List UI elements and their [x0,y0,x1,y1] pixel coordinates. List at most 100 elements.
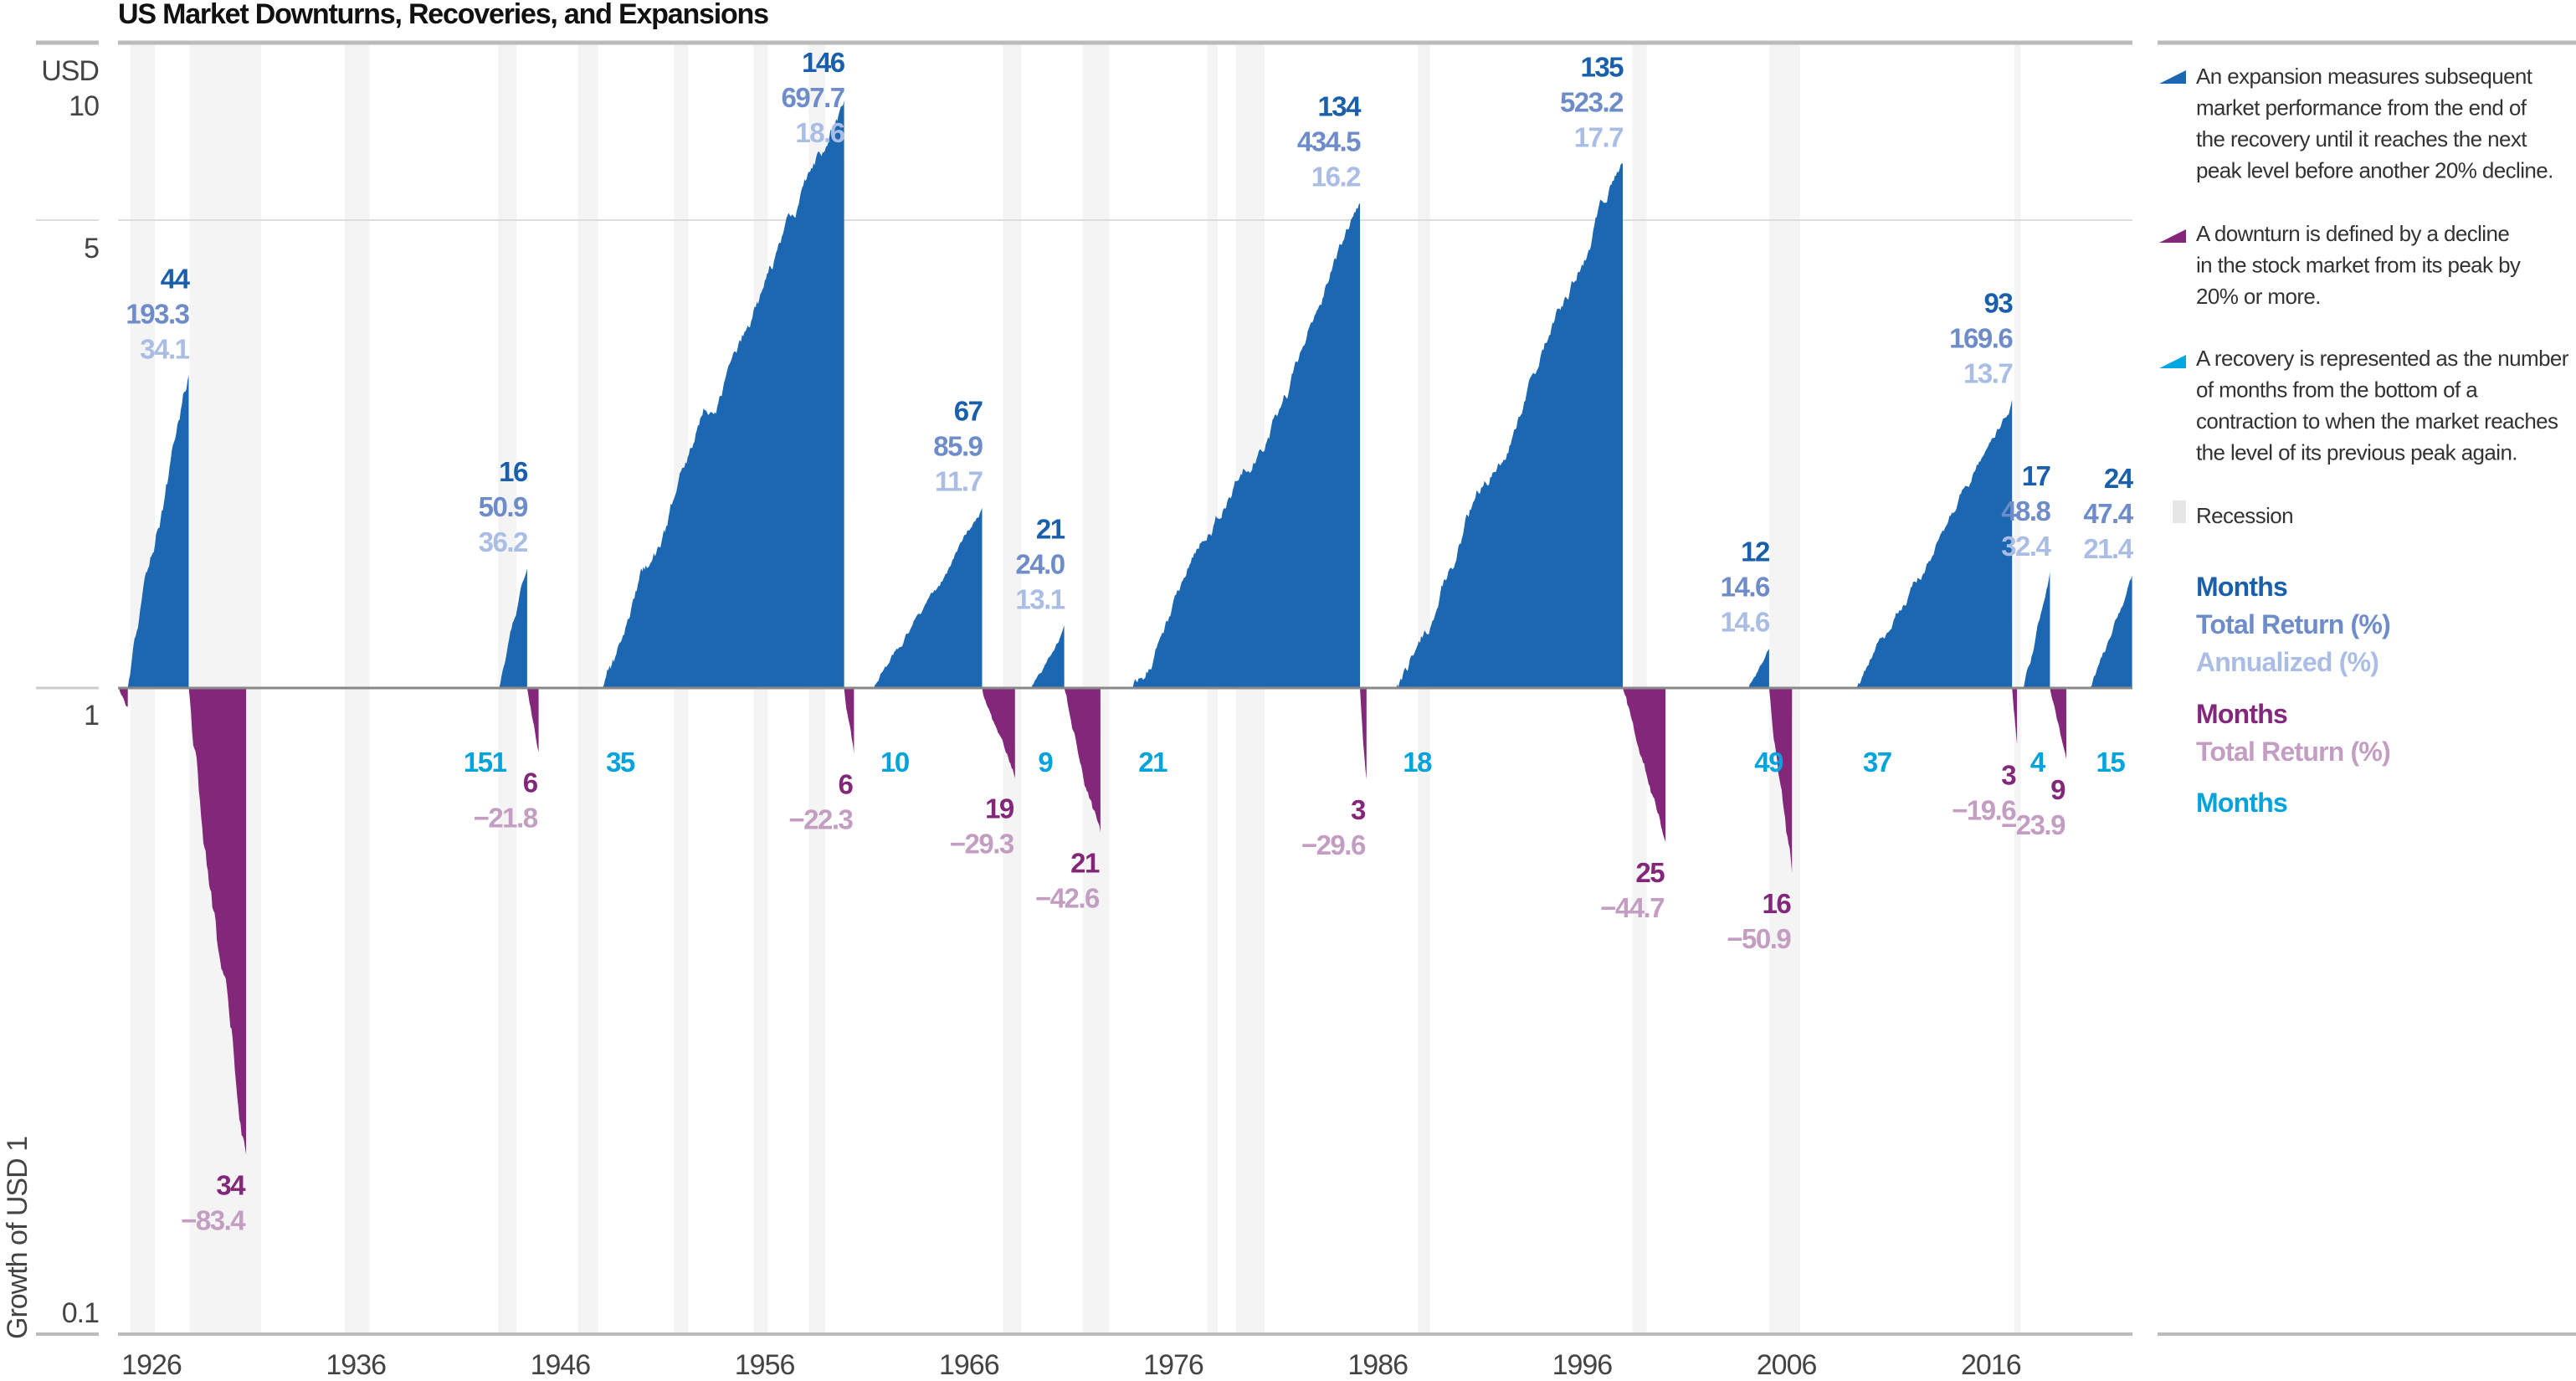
x-tick-label: 1976 [1143,1349,1203,1381]
expansion-area [2089,575,2132,688]
key-down-total: Total Return (%) [2196,737,2390,767]
recovery-legend-text: A recovery is represented as the number [2196,346,2569,371]
recovery-months-label: 18 [1403,747,1432,778]
expansion-months-label: 21 [1036,513,1065,544]
expansion-total-return-label: 697.7 [782,82,844,113]
recovery-legend-icon [2159,355,2186,368]
x-tick-label: 1986 [1347,1349,1408,1381]
expansion-annualized-label: 32.4 [2001,531,2051,562]
expansion-area [2023,572,2050,688]
recovery-months-label: 4 [2030,747,2046,778]
expansion-months-label: 135 [1580,52,1624,83]
downturn-total-return-label: −50.9 [1727,923,1791,954]
expansion-area [1396,163,1624,689]
expansion-legend-text: peak level before another 20% decline. [2196,158,2553,183]
downturn-months-label: 16 [1763,888,1792,919]
expansion-total-return-label: 24.0 [1015,548,1064,579]
downturn-area [1360,688,1367,779]
key-down-months: Months [2196,699,2287,729]
key-exp-annual: Annualized (%) [2196,647,2378,677]
expansion-legend-text: market performance from the end of [2196,95,2527,121]
x-tick-label: 1956 [735,1349,795,1381]
expansion-total-return-label: 48.8 [2001,495,2050,526]
recovery-legend-text: contraction to when the market reaches [2196,408,2558,434]
recession-legend-swatch [2173,501,2186,523]
downturn-area [1768,688,1793,873]
expansion-annualized-label: 18.6 [795,117,844,148]
downturn-total-return-label: −21.8 [474,802,538,833]
downturn-months-label: 34 [216,1170,246,1201]
downturn-total-return-label: −19.6 [1952,795,2016,826]
expansion-area [874,507,983,688]
downturn-area [844,688,854,754]
expansion-months-label: 44 [161,263,191,294]
expansion-annualized-label: 36.2 [479,526,528,557]
recession-legend-label: Recession [2196,503,2293,528]
episode-areas [118,100,2132,1155]
recovery-legend-text: of months from the bottom of a [2196,377,2478,403]
y-tick-label: 10 [69,90,99,122]
expansion-months-label: 16 [499,456,528,487]
expansion-annualized-label: 13.7 [1963,358,2012,389]
recovery-months-label: 151 [464,747,507,778]
expansion-area [1131,203,1361,689]
y-unit-label: USD [41,55,99,87]
expansion-legend-text: the recovery until it reaches the next [2196,126,2527,151]
downturn-total-return-label: −29.3 [950,829,1014,860]
expansion-months-label: 146 [802,47,845,78]
expansion-months-label: 134 [1317,91,1362,122]
expansion-legend-text: An expansion measures subsequent [2196,64,2533,89]
downturn-months-label: 3 [1351,794,1366,825]
downturn-area [1623,688,1666,842]
expansion-annualized-label: 34.1 [140,333,189,364]
downturn-legend-text: in the stock market from its peak by [2196,253,2521,278]
downturn-total-return-label: −42.6 [1035,882,1100,913]
expansion-months-label: 24 [2104,463,2134,494]
downturn-months-label: 25 [1635,857,1665,888]
recovery-months-label: 9 [1038,747,1053,778]
expansion-annualized-label: 17.7 [1574,122,1623,153]
downturn-area [2050,688,2066,759]
downturn-total-return-label: −83.4 [181,1205,246,1236]
downturn-months-label: 19 [985,793,1014,824]
expansion-area [127,375,189,688]
expansion-total-return-label: 14.6 [1721,572,1770,603]
expansion-total-return-label: 434.5 [1297,126,1361,157]
expansion-legend-icon [2159,70,2186,84]
legend: An expansion measures subsequent market p… [2159,64,2569,818]
x-tick-label: 1936 [326,1349,386,1381]
x-tick-label: 1926 [121,1349,182,1381]
y-tick-label: 1 [84,700,99,732]
expansion-annualized-label: 11.7 [935,466,983,497]
x-tick-label: 1966 [939,1349,999,1381]
key-rec-months: Months [2196,788,2287,818]
expansion-months-label: 17 [2022,460,2050,491]
expansion-area [1747,648,1769,688]
expansion-months-label: 67 [954,396,983,427]
recovery-months-label: 10 [880,747,909,778]
recovery-months-label: 35 [606,747,635,778]
y-tick-label: 0.1 [62,1297,99,1329]
expansion-total-return-label: 523.2 [1560,87,1624,118]
recovery-months-label: 15 [2096,747,2126,778]
downturn-legend-text: 20% or more. [2196,284,2321,309]
downturn-total-return-label: −44.7 [1600,892,1664,923]
downturn-months-label: 6 [523,767,538,798]
x-tick-label: 1946 [531,1349,591,1381]
gridlines [36,40,2576,1336]
expansion-annualized-label: 16.2 [1311,162,1361,193]
downturn-months-label: 3 [2001,760,2016,791]
x-axis: 1926 1936 1946 1956 1966 1976 1986 1996 2006 2016 [121,1349,2022,1381]
x-tick-label: 2006 [1757,1349,1817,1381]
downturn-area [1064,688,1101,833]
downturn-months-label: 6 [839,768,854,799]
downturn-legend-text: A downturn is defined by a decline [2196,221,2509,246]
key-exp-total: Total Return (%) [2196,609,2390,639]
y-tick-label: 5 [84,233,99,264]
expansion-area [599,100,844,689]
y-axis: USD 10 5 1 0.1 Growth of USD 1 [2,55,100,1339]
expansion-months-label: 93 [1984,288,2014,319]
episode-labels: 44193.334.134−83.41511650.936.26−21.8351… [126,47,2135,1236]
expansion-annualized-label: 21.4 [2083,533,2133,564]
downturn-months-label: 21 [1070,847,1100,878]
